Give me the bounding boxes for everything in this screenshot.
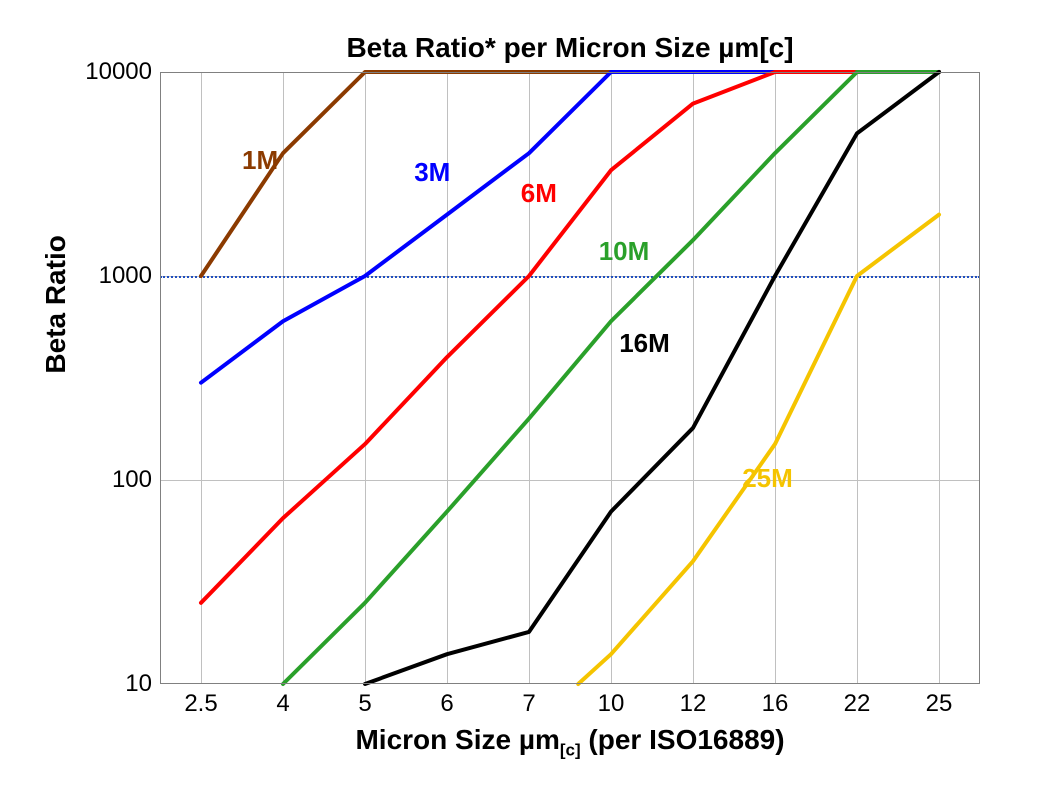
gridline-v	[365, 72, 366, 684]
x-tick-label: 2.5	[184, 690, 217, 718]
x-tick-label: 10	[598, 690, 625, 718]
x-tick-label: 25	[926, 690, 953, 718]
series-line-16M	[365, 72, 939, 684]
series-line-6M	[201, 72, 939, 603]
series-label-25M: 25M	[742, 463, 793, 494]
gridline-v	[939, 72, 940, 684]
series-label-16M: 16M	[619, 328, 670, 359]
x-tick-label: 16	[762, 690, 789, 718]
series-line-3M	[201, 72, 939, 383]
chart-wrap: Beta Ratio* per Micron Size µm[c] Beta R…	[0, 0, 1056, 792]
x-tick-label: 22	[844, 690, 871, 718]
x-axis-label: Micron Size µm[c] (per ISO16889)	[160, 724, 980, 761]
gridline-v	[283, 72, 284, 684]
y-tick-label: 10	[125, 670, 152, 698]
gridline-v	[611, 72, 612, 684]
gridline-v	[529, 72, 530, 684]
chart-title: Beta Ratio* per Micron Size µm[c]	[160, 32, 980, 69]
reference-line	[160, 276, 980, 278]
gridline-v	[775, 72, 776, 684]
x-tick-label: 7	[522, 690, 535, 718]
x-tick-label: 6	[440, 690, 453, 718]
plot-area	[160, 72, 980, 684]
series-label-3M: 3M	[414, 157, 450, 188]
gridline-v	[857, 72, 858, 684]
series-line-25M	[578, 215, 939, 684]
x-tick-label: 12	[680, 690, 707, 718]
series-label-1M: 1M	[242, 145, 278, 176]
gridline-v	[201, 72, 202, 684]
series-label-6M: 6M	[521, 178, 557, 209]
series-line-1M	[201, 72, 939, 276]
x-tick-label: 4	[276, 690, 289, 718]
series-label-10M: 10M	[599, 236, 650, 267]
x-tick-label: 5	[358, 690, 371, 718]
y-tick-label: 1000	[99, 262, 152, 290]
gridline-h	[160, 480, 980, 481]
y-tick-label: 100	[112, 466, 152, 494]
y-axis-label: Beta Ratio	[40, 121, 72, 488]
y-tick-label: 10000	[85, 58, 152, 86]
gridline-v	[693, 72, 694, 684]
